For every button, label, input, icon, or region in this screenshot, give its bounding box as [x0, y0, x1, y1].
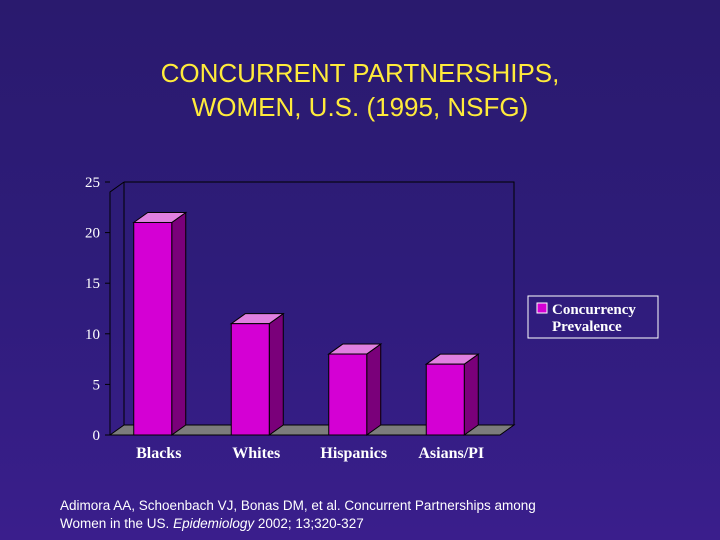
y-tick-label: 15 — [85, 276, 100, 292]
bar — [327, 343, 383, 436]
x-tick-label: Blacks — [136, 445, 181, 462]
bar — [132, 211, 188, 436]
bars — [132, 211, 480, 436]
back-wall-outline — [124, 181, 515, 425]
y-tick-label: 20 — [85, 226, 100, 242]
x-tick-label: Asians/PI — [418, 445, 484, 462]
bar — [229, 312, 285, 436]
y-tick-label: 10 — [85, 327, 100, 343]
citation-authors-tail: Women in the US. — [60, 516, 174, 531]
citation-line-1: Adimora AA, Schoenbach VJ, Bonas DM, et … — [60, 498, 536, 513]
bar-side — [366, 343, 382, 436]
legend-swatch — [536, 302, 548, 314]
x-tick-label: Whites — [232, 445, 280, 462]
slide-title: CONCURRENT PARTNERSHIPS, WOMEN, U.S. (19… — [0, 56, 720, 124]
bar-side — [171, 211, 187, 436]
legend: Concurrency Prevalence — [527, 295, 659, 339]
legend-label-line2: Prevalence — [552, 319, 622, 335]
bar-side — [268, 312, 284, 436]
title-line-1: CONCURRENT PARTNERSHIPS, — [160, 58, 560, 88]
bar-front — [328, 353, 368, 436]
citation-journal: Epidemiology — [173, 516, 255, 531]
citation-volume: 2002; 13;320-327 — [254, 516, 364, 531]
bar-front — [425, 363, 465, 436]
bar — [424, 353, 480, 436]
bar-front — [133, 221, 173, 436]
x-tick-label: Hispanics — [320, 445, 387, 462]
title-line-2: WOMEN, U.S. (1995, NSFG) — [191, 92, 529, 122]
plot-frame — [108, 181, 516, 436]
bar-side — [463, 353, 479, 436]
citation-line-2: Women in the US. Epidemiology 2002; 13;3… — [60, 515, 700, 533]
legend-box — [527, 295, 659, 339]
bar-front — [230, 323, 270, 436]
x-axis-labels: Blacks Whites Hispanics Asians/PI — [136, 445, 484, 462]
legend-label: Concurrency — [552, 302, 636, 318]
y-tick-label: 25 — [85, 175, 100, 191]
citation: Adimora AA, Schoenbach VJ, Bonas DM, et … — [60, 497, 700, 533]
y-axis-line — [109, 181, 125, 435]
y-tick-label: 5 — [93, 377, 101, 393]
y-axis-ticks: 0 5 10 15 20 25 — [85, 175, 110, 444]
y-tick-label: 0 — [93, 428, 101, 444]
